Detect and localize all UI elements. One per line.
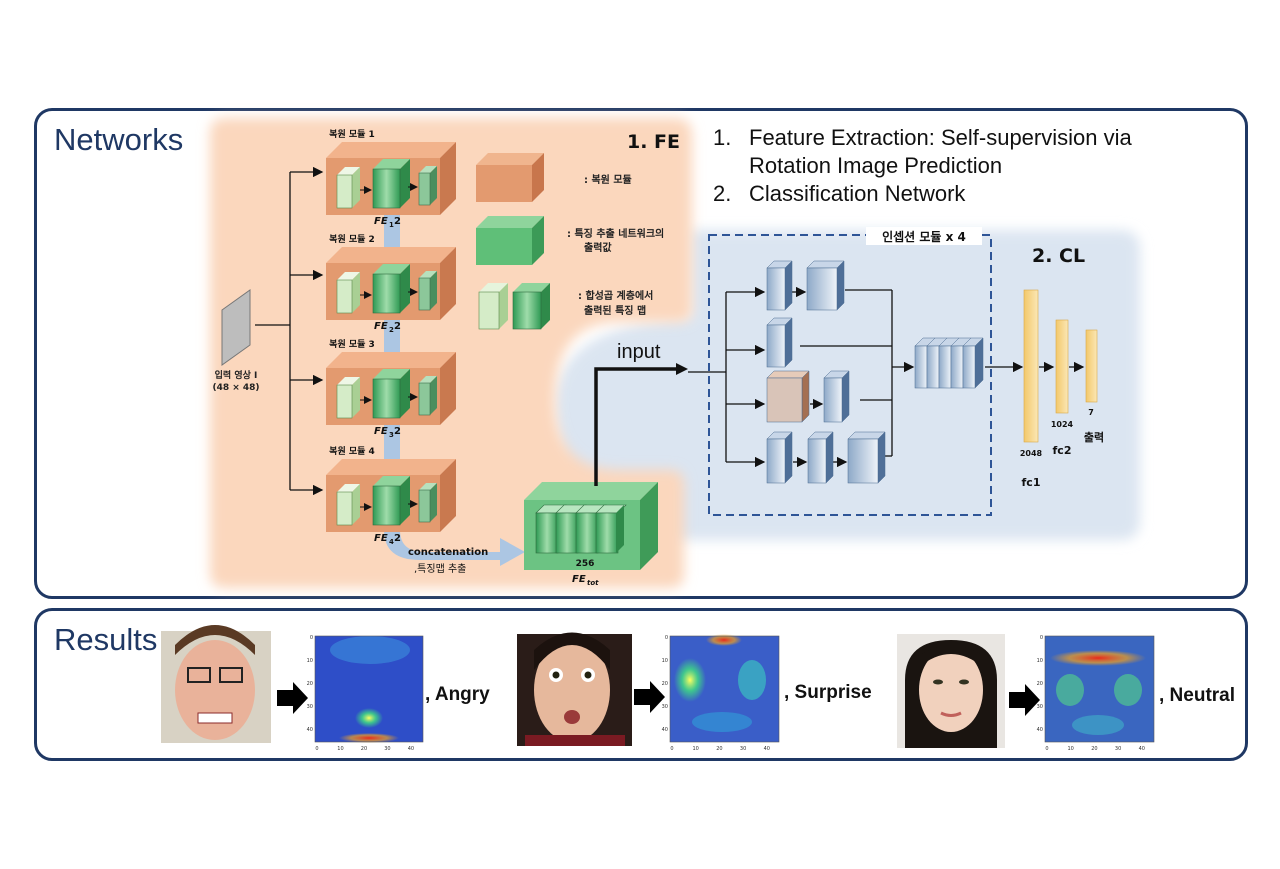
heat-xtick: 10	[693, 746, 699, 752]
heat-xtick: 20	[1091, 746, 1097, 752]
heat-xtick: 40	[408, 746, 414, 752]
heat-xtick: 40	[764, 746, 770, 752]
heat-xtick: 30	[1115, 746, 1121, 752]
heat-ytick: 30	[662, 704, 668, 710]
emotion-label-surprise: , Surprise	[784, 682, 872, 704]
angry-face	[161, 625, 271, 743]
heat-ytick: 10	[1037, 658, 1043, 664]
heat-xtick: 10	[1068, 746, 1074, 752]
heat-xtick: 30	[384, 746, 390, 752]
result-arrow-3	[1009, 684, 1040, 716]
heatmap-neutral	[1045, 636, 1154, 742]
result-arrow-2	[634, 681, 665, 713]
emotion-label-angry: , Angry	[425, 684, 490, 706]
heat-ytick: 40	[662, 727, 668, 733]
surprise-face	[517, 633, 632, 747]
emotion-label-neutral: , Neutral	[1159, 685, 1235, 707]
heat-xtick: 30	[740, 746, 746, 752]
heat-ytick: 0	[1040, 635, 1043, 641]
heat-xtick: 0	[315, 746, 318, 752]
heat-ytick: 20	[1037, 681, 1043, 687]
heat-xtick: 10	[337, 746, 343, 752]
heat-xtick: 0	[1045, 746, 1048, 752]
heat-ytick: 40	[307, 727, 313, 733]
heat-ytick: 40	[1037, 727, 1043, 733]
result-arrow-1	[277, 682, 308, 714]
heat-ytick: 20	[662, 681, 668, 687]
heat-ytick: 30	[307, 704, 313, 710]
neutral-face	[897, 634, 1005, 748]
heat-xtick: 20	[716, 746, 722, 752]
heat-xtick: 0	[670, 746, 673, 752]
heat-ytick: 0	[665, 635, 668, 641]
heat-ytick: 30	[1037, 704, 1043, 710]
heat-ytick: 10	[662, 658, 668, 664]
heat-ytick: 0	[310, 635, 313, 641]
heat-xtick: 40	[1139, 746, 1145, 752]
heatmap-surprise	[670, 634, 779, 742]
heatmap-angry	[315, 636, 423, 743]
heat-ytick: 10	[307, 658, 313, 664]
heat-xtick: 20	[361, 746, 367, 752]
heat-ytick: 20	[307, 681, 313, 687]
